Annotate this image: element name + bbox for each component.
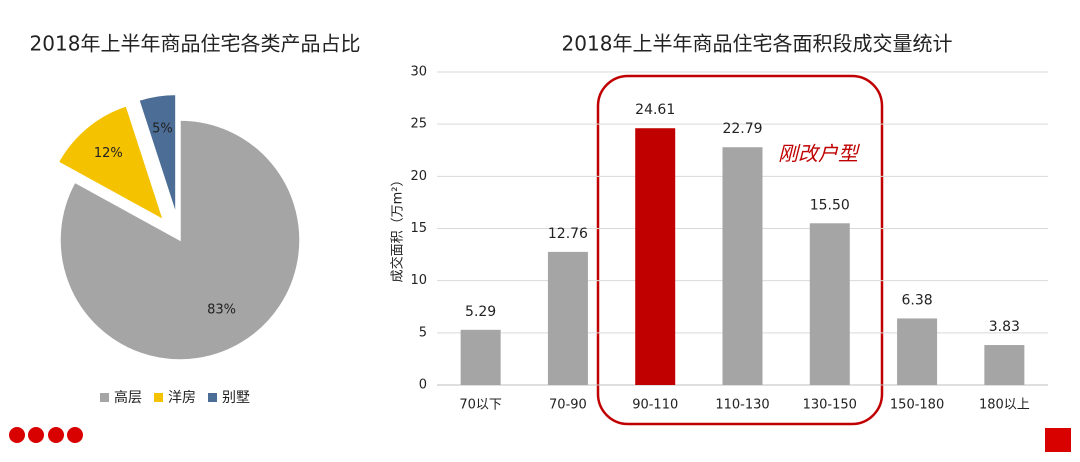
x-tick-label: 90-110 — [632, 398, 678, 413]
bar — [809, 223, 850, 385]
slide-decoration — [9, 427, 1071, 452]
legend-label: 别墅 — [222, 390, 250, 406]
legend-marker — [208, 393, 217, 402]
value-label: 22.79 — [722, 121, 762, 137]
x-tick-label: 70-90 — [549, 398, 587, 413]
dot — [9, 427, 25, 443]
bar — [984, 345, 1025, 385]
bar — [547, 251, 588, 385]
x-tick-label: 110-130 — [715, 398, 769, 413]
value-label: 15.50 — [810, 197, 850, 213]
value-label: 5.29 — [465, 304, 496, 320]
pie-slice — [57, 104, 165, 222]
y-tick-label: 25 — [410, 117, 427, 132]
bar — [460, 329, 501, 385]
legend-marker — [154, 393, 163, 402]
x-tick-label: 70以下 — [459, 398, 502, 413]
legend-marker — [100, 393, 109, 402]
dot — [48, 427, 64, 443]
highlight-frame — [596, 74, 884, 426]
y-tick-label: 15 — [410, 221, 427, 236]
bar — [897, 318, 938, 385]
y-tick-label: 20 — [410, 169, 427, 184]
y-tick-label: 0 — [419, 378, 427, 393]
slice-label: 83% — [207, 303, 236, 318]
annotation: 刚改户型 — [778, 142, 861, 166]
value-label: 24.61 — [635, 102, 675, 118]
bar-title: 2018年上半年商品住宅各面积段成交量统计 — [562, 32, 953, 56]
dot — [67, 427, 83, 443]
y-tick-label: 30 — [410, 65, 427, 80]
bar — [635, 128, 676, 386]
pie-title: 2018年上半年商品住宅各类产品占比 — [30, 32, 361, 56]
corner-square — [1045, 428, 1071, 452]
slice-label: 12% — [94, 146, 123, 161]
value-label: 12.76 — [548, 226, 588, 242]
pie-slice — [137, 93, 177, 215]
y-tick-label: 5 — [419, 325, 427, 340]
dot — [28, 427, 44, 443]
value-label: 3.83 — [989, 319, 1020, 335]
x-tick-label: 180以上 — [979, 398, 1030, 413]
y-tick-label: 10 — [410, 273, 427, 288]
x-tick-label: 150-180 — [890, 398, 944, 413]
legend-label: 洋房 — [168, 390, 196, 406]
y-axis-label: 成交面积（万m²） — [390, 174, 406, 283]
bar — [722, 147, 763, 385]
value-label: 6.38 — [901, 292, 932, 308]
legend-label: 高层 — [114, 389, 142, 406]
pie-slice — [59, 119, 301, 361]
slice-label: 5% — [152, 121, 173, 136]
x-tick-label: 130-150 — [803, 398, 857, 413]
